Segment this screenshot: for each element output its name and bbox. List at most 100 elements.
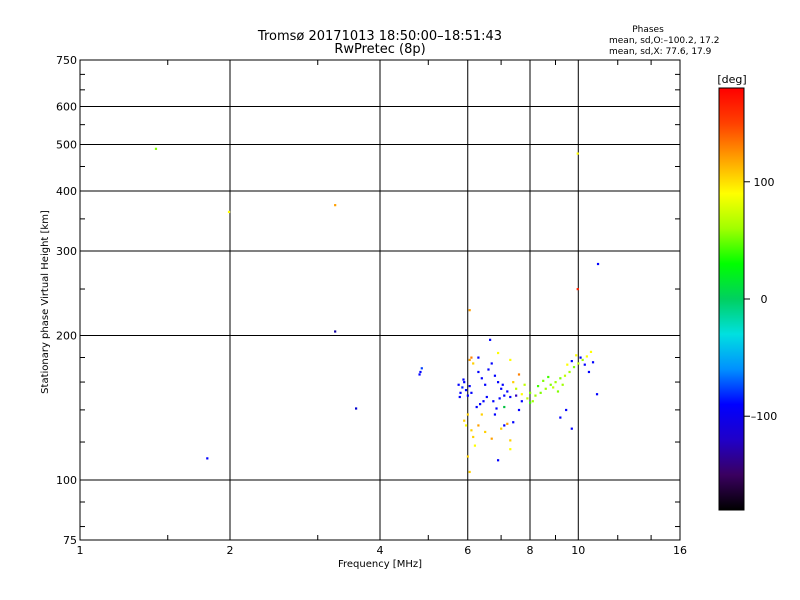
data-point bbox=[484, 383, 487, 386]
data-point bbox=[470, 356, 473, 359]
data-point bbox=[462, 378, 465, 381]
data-point bbox=[419, 370, 422, 374]
colorbar bbox=[718, 87, 745, 511]
data-point bbox=[520, 393, 523, 396]
data-point bbox=[523, 383, 526, 386]
data-point bbox=[477, 424, 480, 427]
data-point bbox=[484, 430, 487, 434]
y-tick-label: 400 bbox=[56, 185, 77, 198]
data-point bbox=[482, 400, 485, 403]
data-point bbox=[534, 394, 537, 397]
data-point bbox=[544, 387, 547, 390]
x-tick-label: 2 bbox=[227, 544, 234, 557]
data-point bbox=[570, 427, 573, 430]
data-point bbox=[466, 455, 469, 458]
x-tick-label: 6 bbox=[464, 544, 471, 557]
data-point bbox=[477, 370, 480, 374]
phases-x-stats: mean, sd,X: 77.6, 17.9 bbox=[609, 47, 712, 57]
y-tick-label: 200 bbox=[56, 330, 77, 343]
data-point bbox=[334, 330, 337, 333]
data-point bbox=[418, 373, 421, 376]
data-point bbox=[463, 419, 466, 422]
data-point bbox=[479, 403, 482, 406]
y-tick-label: 75 bbox=[63, 534, 77, 547]
data-point bbox=[466, 394, 469, 397]
data-point bbox=[154, 147, 158, 150]
data-point bbox=[496, 459, 500, 462]
data-point bbox=[470, 429, 473, 432]
data-point bbox=[461, 386, 464, 389]
data-point bbox=[470, 391, 473, 394]
colorbar-tick-label: 0 bbox=[761, 293, 768, 306]
data-point bbox=[556, 390, 560, 393]
minor-ticks bbox=[80, 60, 680, 540]
data-point bbox=[517, 373, 521, 376]
phases-o-stats: mean, sd,O:–100.2, 17.2 bbox=[609, 36, 720, 46]
data-point bbox=[496, 381, 500, 384]
data-point bbox=[581, 358, 584, 362]
data-point bbox=[547, 375, 550, 379]
data-point bbox=[549, 383, 552, 386]
data-point bbox=[509, 358, 512, 362]
x-tick-label: 4 bbox=[377, 544, 384, 557]
data-point bbox=[492, 400, 495, 403]
data-point bbox=[587, 370, 591, 374]
data-point bbox=[206, 457, 209, 460]
data-point bbox=[473, 444, 477, 447]
data-point bbox=[566, 363, 569, 366]
data-point bbox=[515, 394, 518, 397]
data-point bbox=[490, 437, 493, 440]
data-point bbox=[529, 401, 532, 404]
data-point bbox=[576, 288, 579, 291]
data-point bbox=[563, 374, 567, 377]
data-point bbox=[468, 358, 471, 362]
data-point bbox=[490, 362, 493, 365]
data-point bbox=[459, 391, 462, 394]
plot-frame bbox=[79, 59, 681, 541]
data-point bbox=[512, 421, 515, 424]
y-tick-label: 500 bbox=[56, 139, 77, 152]
grid bbox=[80, 60, 680, 540]
colorbar-tick-label: –100 bbox=[751, 410, 778, 423]
data-point bbox=[568, 370, 571, 374]
data-point bbox=[576, 152, 579, 155]
y-tick-label: 600 bbox=[56, 101, 77, 114]
data-point bbox=[496, 351, 500, 355]
data-point bbox=[485, 395, 488, 399]
data-point bbox=[585, 355, 588, 358]
data-point bbox=[503, 394, 506, 397]
y-tick-labels: 75 100 200 300 400 500 600 750 bbox=[56, 54, 77, 547]
y-axis-label: Stationary phase Virtual Height [km] bbox=[40, 210, 51, 394]
data-point bbox=[515, 387, 518, 390]
chart-subtitle: RwPretec (8p) bbox=[334, 42, 425, 57]
data-point bbox=[334, 204, 337, 207]
data-point bbox=[227, 210, 231, 214]
data-point bbox=[554, 381, 557, 384]
data-point bbox=[487, 368, 490, 371]
x-tick-label: 1 bbox=[77, 544, 84, 557]
data-point bbox=[589, 350, 593, 353]
data-point bbox=[503, 424, 506, 427]
data-point bbox=[542, 379, 545, 382]
data-point bbox=[480, 377, 483, 380]
data-point bbox=[591, 361, 595, 364]
data-point bbox=[531, 400, 534, 403]
data-point bbox=[464, 389, 468, 392]
chart-title: Tromsø 20171013 18:50:00–18:51:43 bbox=[257, 29, 502, 44]
data-point bbox=[579, 356, 582, 359]
data-point bbox=[500, 427, 503, 430]
colorbar-label: [deg] bbox=[717, 73, 746, 86]
data-point bbox=[520, 400, 523, 403]
data-point bbox=[583, 363, 586, 366]
data-point bbox=[420, 367, 423, 370]
x-tick-label: 10 bbox=[571, 544, 585, 557]
data-point bbox=[529, 391, 532, 394]
y-tick-label: 100 bbox=[56, 474, 77, 487]
data-point bbox=[517, 408, 521, 412]
data-point bbox=[477, 356, 480, 359]
data-point bbox=[475, 405, 478, 409]
x-axis-label: Frequency [MHz] bbox=[338, 559, 422, 570]
data-point bbox=[354, 407, 358, 410]
data-point bbox=[464, 424, 468, 427]
data-point bbox=[577, 362, 580, 365]
